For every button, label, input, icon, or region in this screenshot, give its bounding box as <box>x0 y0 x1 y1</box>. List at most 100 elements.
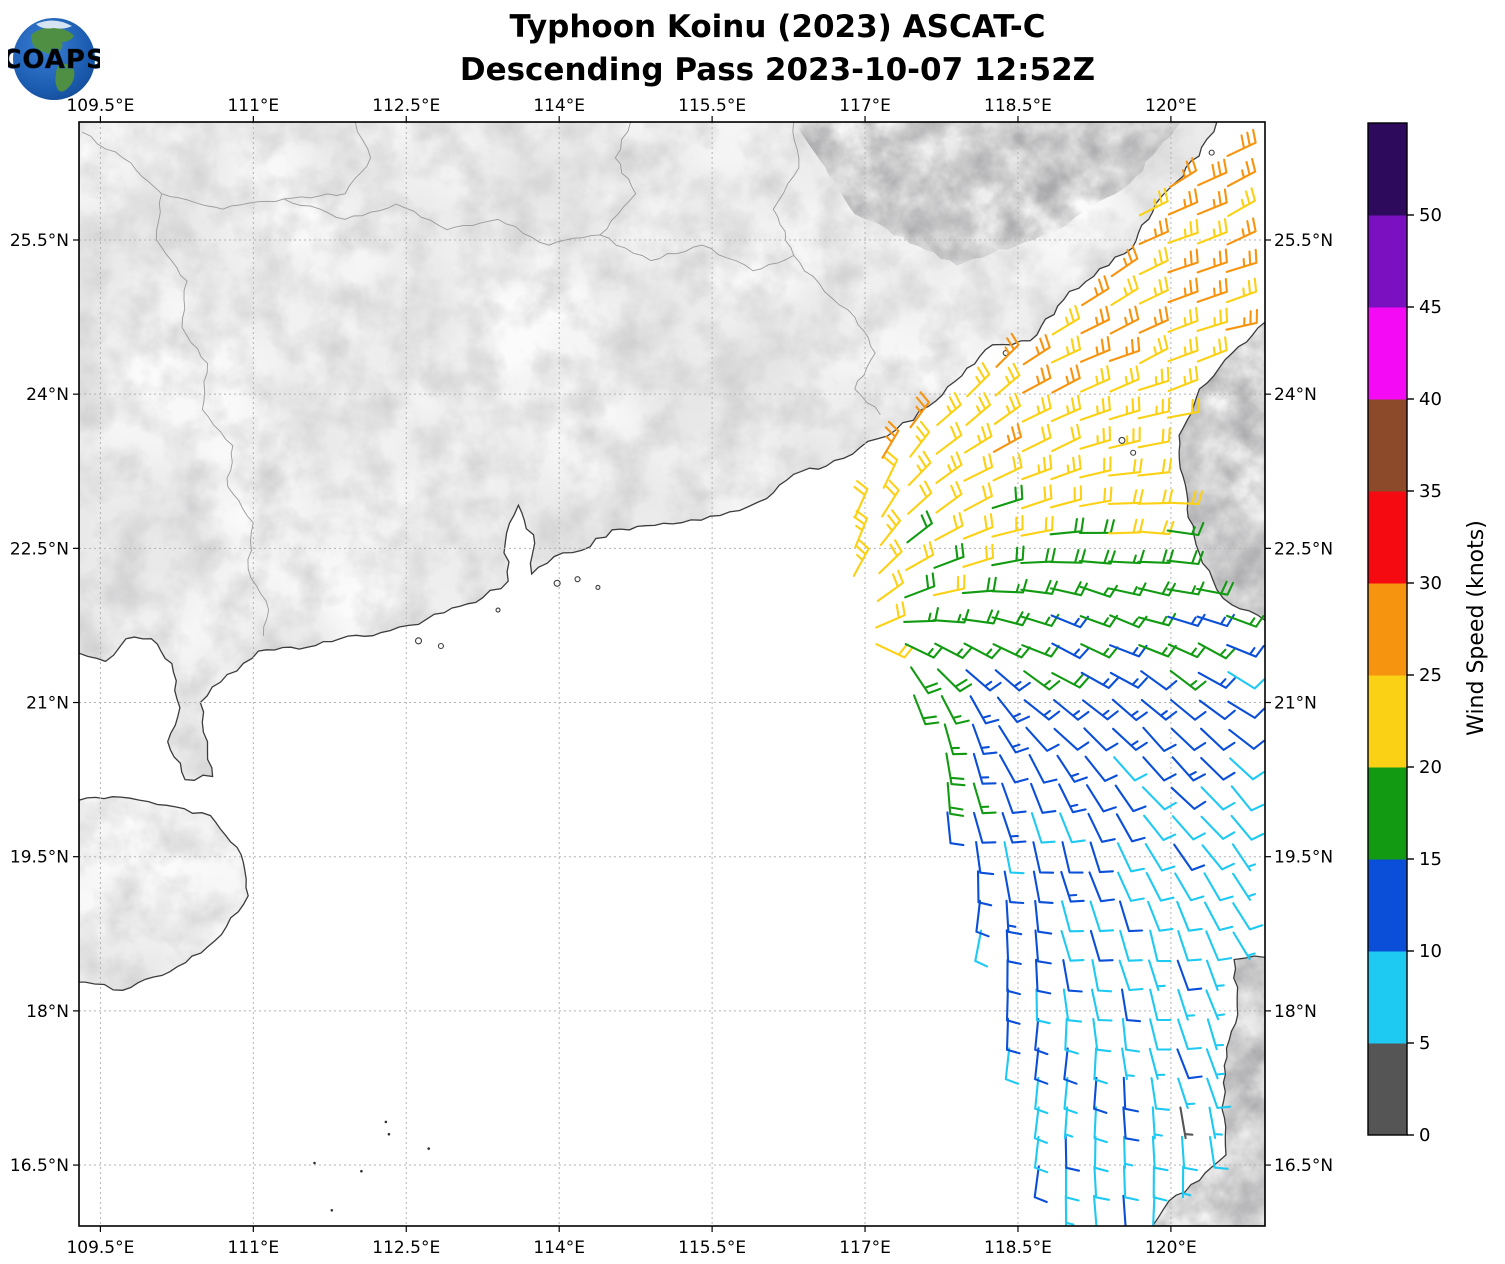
wind-barb <box>1198 699 1236 721</box>
wind-barb <box>1152 1194 1156 1226</box>
wind-barb <box>1005 929 1022 965</box>
wind-barb <box>1061 841 1084 874</box>
wind-barb <box>1225 248 1258 273</box>
lat-tick-label-left: 22.5°N <box>10 539 69 559</box>
colorbar-tick-label: 30 <box>1419 573 1442 594</box>
wind-barb <box>905 541 935 571</box>
wind-barb <box>903 607 939 623</box>
wind-barb <box>1020 515 1054 537</box>
wind-barb <box>992 423 1023 453</box>
wind-barb <box>1149 988 1172 1022</box>
wind-barb <box>1166 521 1205 537</box>
wind-barb <box>1001 782 1027 814</box>
wind-barb <box>1167 336 1199 363</box>
wind-barb <box>1196 218 1228 245</box>
wind-barb <box>1093 1165 1110 1201</box>
colorbar-tick-label: 0 <box>1419 1125 1430 1146</box>
wind-barb <box>1203 901 1234 932</box>
wind-barb <box>1060 870 1085 903</box>
wind-barb <box>1147 900 1174 932</box>
coastline-hainan <box>79 796 249 991</box>
colorbar-segment <box>1368 399 1407 492</box>
wind-barb <box>875 601 906 629</box>
wind-barb <box>1060 929 1085 962</box>
wind-barb <box>946 811 965 847</box>
wind-barb <box>1080 643 1119 659</box>
wind-barb <box>1081 699 1119 721</box>
wind-barb <box>972 752 997 785</box>
colorbar-segment <box>1368 859 1407 952</box>
wind-barb <box>932 608 970 624</box>
wind-barb <box>1167 277 1199 304</box>
colorbar-tick-label: 25 <box>1419 665 1442 686</box>
wind-barb <box>1208 1106 1223 1140</box>
wind-barb <box>1089 929 1114 962</box>
wind-barb <box>1005 988 1021 1025</box>
wind-barb <box>1079 335 1111 363</box>
wind-barb <box>1056 754 1088 783</box>
wind-barb <box>1083 727 1119 752</box>
wind-barb <box>1022 364 1052 394</box>
lat-tick-label-left: 18°N <box>26 1002 69 1022</box>
wind-barb <box>1021 423 1052 453</box>
wind-barb <box>1122 1135 1134 1169</box>
wind-barb <box>1197 158 1228 187</box>
wind-barb <box>1200 815 1236 840</box>
colorbar-tick-label: 10 <box>1419 941 1442 962</box>
wind-barb <box>992 643 1031 659</box>
wind-barb <box>995 332 1020 368</box>
wind-barb <box>852 538 870 577</box>
basemap <box>79 122 1265 1226</box>
lat-tick-label-right: 18°N <box>1274 1002 1317 1022</box>
wind-barb <box>1059 812 1086 844</box>
wind-barb <box>1022 334 1051 366</box>
wind-barb <box>1142 726 1177 752</box>
wind-barb <box>1150 1076 1171 1111</box>
wind-barb <box>1176 959 1203 991</box>
wind-barb <box>1109 671 1148 689</box>
wind-barb <box>991 484 1024 510</box>
wind-barb <box>1087 812 1116 843</box>
wind-barb <box>1084 755 1118 782</box>
wind-barb <box>1179 1106 1194 1140</box>
coastline-taiwan <box>1178 321 1265 622</box>
wind-barb <box>969 695 1000 725</box>
wind-barb <box>966 362 991 398</box>
wind-barb <box>1108 396 1141 421</box>
gridlines <box>79 122 1265 1226</box>
logo-continent-north-america <box>31 27 74 54</box>
wind-barb <box>1091 959 1113 993</box>
wind-barb <box>961 576 997 595</box>
wind-barb <box>1226 128 1257 157</box>
wind-barb <box>1232 931 1256 961</box>
wind-barb <box>1079 614 1119 628</box>
island-dot <box>330 1208 334 1212</box>
island-dot <box>360 1169 363 1173</box>
wind-barb <box>1138 187 1169 217</box>
colorbar-frame <box>1367 122 1408 1136</box>
wind-barb <box>1144 843 1176 872</box>
wind-barb <box>1118 959 1144 992</box>
wind-barb <box>1205 959 1225 991</box>
province-border <box>161 193 881 415</box>
wind-barb <box>1196 277 1228 303</box>
colorbar-tick-label: 40 <box>1419 389 1442 410</box>
wind-barb <box>1171 756 1206 782</box>
wind-barb <box>878 539 903 575</box>
wind-barb <box>1078 519 1115 534</box>
wind-barb <box>943 723 968 756</box>
wind-barb <box>1181 1165 1192 1199</box>
wind-barb <box>1226 643 1265 658</box>
wind-barb <box>1227 187 1257 218</box>
wind-barb <box>1051 304 1081 336</box>
province-borders <box>81 122 881 636</box>
wind-barb <box>1177 930 1202 962</box>
wind-barb <box>1180 1135 1198 1172</box>
wind-barb <box>1078 486 1113 508</box>
islands <box>313 149 1215 1212</box>
wind-barb <box>1203 872 1234 902</box>
wind-barb <box>1020 547 1056 565</box>
island-dot <box>427 1147 430 1150</box>
colorbar-tick-label: 15 <box>1419 849 1442 870</box>
